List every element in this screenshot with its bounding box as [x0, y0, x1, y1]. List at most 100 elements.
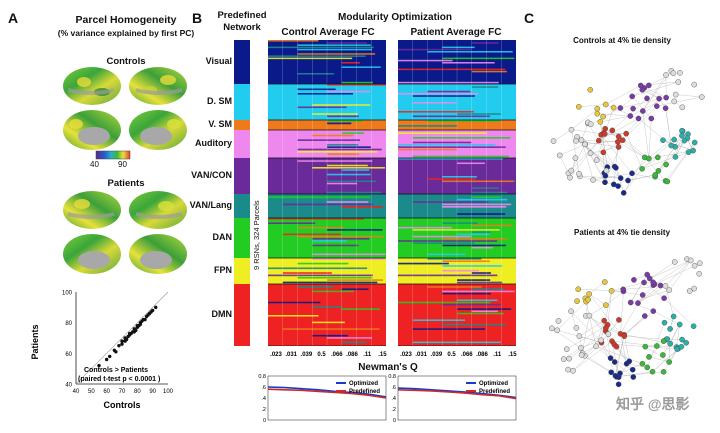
density-tick: .086 [476, 352, 488, 358]
density-tick: .15 [508, 352, 517, 358]
graph-node [630, 105, 636, 112]
matrix-stripe [297, 106, 347, 109]
scatter-point [134, 328, 138, 333]
graph-node [691, 262, 698, 269]
scatter-point [108, 354, 112, 359]
matrix-stripe [327, 115, 359, 118]
graph-node [613, 165, 619, 171]
graph-node [627, 113, 634, 119]
density-tick: .11 [493, 352, 502, 358]
graph-edge [626, 363, 648, 368]
scatter-ytick: 80 [65, 321, 72, 327]
newman-ytick: .4 [261, 396, 266, 402]
controls-network-graph [550, 68, 705, 196]
graph-node [664, 178, 671, 185]
matrix-stripe [398, 48, 471, 51]
graph-node [603, 167, 610, 174]
graph-node [654, 103, 660, 109]
matrix-stripe [327, 122, 352, 125]
density-tick: 0.5 [447, 352, 456, 358]
graph-node [578, 137, 585, 143]
network-band [234, 258, 250, 284]
matrix-stripe [442, 244, 506, 247]
graph-node [607, 355, 614, 361]
network-label: D. SM [206, 96, 232, 106]
graph-node [679, 336, 685, 343]
panel-b-label: B [192, 10, 203, 26]
graph-edge [600, 115, 631, 123]
matrix-stripe [457, 281, 503, 284]
graph-edge [579, 176, 621, 179]
matrix-stripe [398, 301, 491, 304]
graph-edge [648, 118, 652, 159]
graph-edge [575, 140, 616, 168]
density-tick: .031 [415, 352, 427, 358]
density-tick: .031 [285, 352, 297, 358]
density-tick: .066 [461, 352, 473, 358]
matrix-stripe [327, 180, 377, 183]
graph-node [676, 321, 683, 328]
scatter-point [120, 339, 124, 343]
graph-edge [665, 142, 695, 181]
graph-edge [642, 89, 660, 99]
matrix-stripe [457, 312, 504, 315]
graph-node [601, 317, 607, 324]
panel-a-label: A [8, 10, 19, 26]
legend-optimized: Optimized [349, 381, 378, 387]
scatter-xtick: 70 [119, 389, 126, 395]
graph-edge [571, 129, 580, 174]
graph-edge [607, 290, 612, 325]
matrix-stripe [282, 272, 332, 274]
graph-edge [616, 371, 653, 377]
brain-lateral-left [63, 67, 121, 105]
matrix-stripe [412, 339, 477, 341]
matrix-stripe [442, 251, 514, 253]
scatter-xlabel: Controls [104, 400, 141, 410]
newman-ytick: 0.8 [388, 374, 396, 380]
matrix-stripe [471, 310, 498, 313]
brain-medial-left [63, 110, 121, 150]
matrix-stripe [312, 334, 349, 337]
graph-node [655, 154, 661, 161]
matrix-stripe [471, 284, 501, 286]
graph-edge [642, 110, 649, 159]
matrix-stripe [442, 46, 475, 49]
newman-ytick: .2 [261, 407, 266, 413]
graph-edge [579, 320, 605, 337]
matrix-stripe [471, 196, 501, 199]
graph-node [617, 370, 623, 377]
matrix-stripe [297, 235, 384, 238]
graph-edge [631, 173, 666, 182]
matrix-stripe [327, 146, 371, 148]
newman-line-predefined [267, 388, 387, 399]
network-label: Visual [205, 56, 232, 66]
graph-edge [645, 346, 678, 350]
patient-fc-title: Patient Average FC [410, 27, 502, 38]
matrix-stripe [398, 59, 453, 62]
graph-edge [625, 133, 643, 169]
matrix-stripe [471, 187, 499, 189]
scatter-point [150, 308, 155, 313]
graph-node [648, 115, 655, 122]
graph-node [556, 152, 563, 159]
graph-node [609, 127, 616, 134]
scatter-ytick: 100 [62, 291, 73, 297]
graph-edge [676, 324, 680, 348]
matrix-stripe [341, 332, 362, 335]
graph-edge [624, 310, 654, 335]
matrix-stripe [471, 70, 507, 73]
graph-node [625, 177, 631, 184]
graph-edge [569, 330, 606, 359]
brain-lateral-right [129, 191, 187, 229]
graph-edge [559, 144, 586, 156]
newman-line-optimized [267, 386, 387, 398]
matrix-stripe [457, 279, 491, 281]
graph-edge [557, 301, 587, 331]
graph-edge [569, 140, 599, 178]
graph-edge [588, 293, 606, 306]
matrix-stripe [268, 196, 371, 199]
graph-node [644, 364, 650, 371]
graph-edge [662, 140, 694, 151]
predefined-title-2: Network [223, 22, 261, 33]
graph-nodes [550, 68, 705, 196]
